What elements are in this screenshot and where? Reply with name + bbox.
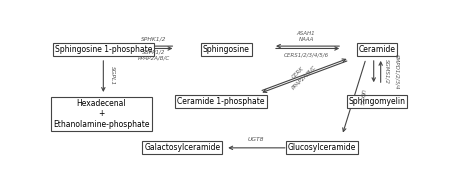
Text: Sphingosine: Sphingosine [203,45,250,54]
Text: Ceramide 1-phosphate: Ceramide 1-phosphate [177,97,264,106]
Text: SGPP1/2
PPAP2A/B/C: SGPP1/2 PPAP2A/B/C [138,50,170,61]
Text: UGT8: UGT8 [247,137,264,142]
Text: CERS1/2/3/4/5/6: CERS1/2/3/4/5/6 [283,53,328,58]
Text: PPAP2A/B/C: PPAP2A/B/C [290,65,317,91]
Text: SMPD1/2/3/4: SMPD1/2/3/4 [395,54,400,90]
Text: Hexadecenal
+
Ethanolamine-phosphate: Hexadecenal + Ethanolamine-phosphate [53,99,150,129]
Text: ASAH1
NAAA: ASAH1 NAAA [297,31,315,42]
Text: Sphingosine 1-phosphate: Sphingosine 1-phosphate [55,45,152,54]
Text: SPHK1/2: SPHK1/2 [141,37,167,42]
Text: SGPL1: SGPL1 [110,66,115,86]
Text: UGCG: UGCG [357,89,365,106]
Text: SGMS1/2: SGMS1/2 [384,59,389,84]
Text: Glucosylceramide: Glucosylceramide [288,143,356,152]
Text: Sphingomyelin: Sphingomyelin [348,97,406,106]
Text: Galactosylceramide: Galactosylceramide [144,143,220,152]
Text: CERK: CERK [291,66,305,80]
Text: Ceramide: Ceramide [358,45,395,54]
